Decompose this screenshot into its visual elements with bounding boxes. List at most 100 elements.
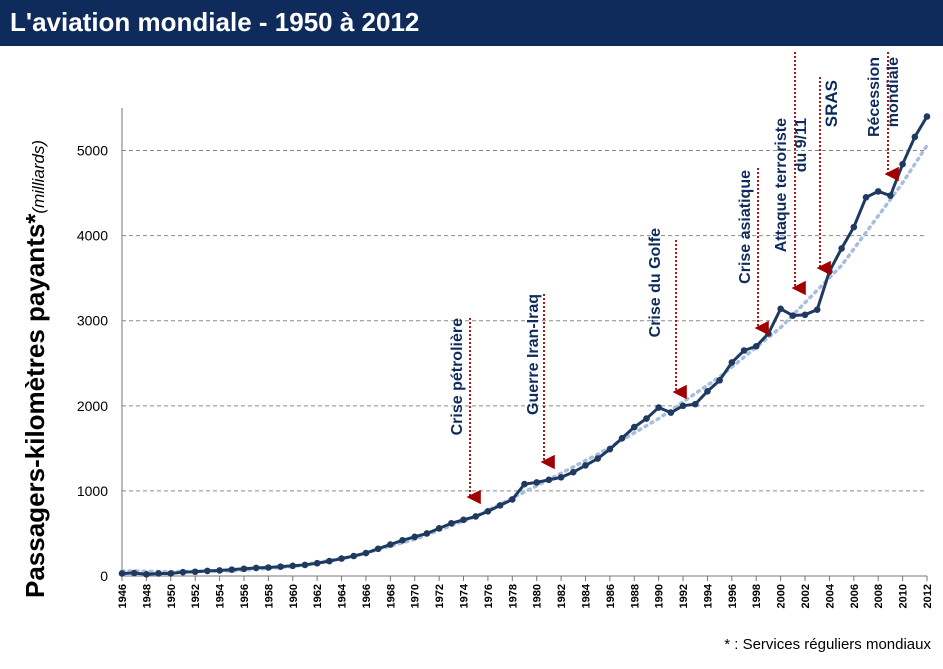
x-tick-label: 1986 xyxy=(605,584,617,608)
annotation-label: mondiale xyxy=(885,57,902,127)
x-tick-label: 1946 xyxy=(117,584,129,608)
data-point xyxy=(411,533,419,541)
data-point xyxy=(472,513,480,520)
data-point xyxy=(399,536,406,544)
x-tick-label: 1994 xyxy=(702,583,714,608)
data-point xyxy=(362,549,370,557)
x-tick-label: 2012 xyxy=(922,584,934,608)
data-point xyxy=(350,552,358,560)
x-tick-label: 1950 xyxy=(166,584,178,608)
y-tick-label: 1000 xyxy=(77,483,108,499)
data-point xyxy=(338,555,345,562)
data-point xyxy=(704,388,711,395)
annotation-label: Récession xyxy=(866,57,883,137)
data-point xyxy=(789,312,797,319)
x-tick-label: 1958 xyxy=(263,584,275,608)
data-point xyxy=(655,404,662,411)
data-point xyxy=(313,559,321,567)
x-tick-label: 1970 xyxy=(410,584,422,608)
data-point xyxy=(496,502,504,509)
y-tick-label: 4000 xyxy=(77,228,108,244)
footnote: * : Services réguliers mondiaux xyxy=(724,636,931,653)
x-tick-label: 2010 xyxy=(898,584,910,608)
data-point xyxy=(606,445,614,453)
data-point xyxy=(252,564,260,572)
x-tick-label: 1948 xyxy=(141,584,153,608)
x-tick-label: 1998 xyxy=(751,584,763,608)
data-point xyxy=(387,541,394,548)
data-point xyxy=(667,409,675,416)
data-point xyxy=(801,311,809,319)
data-point xyxy=(228,566,236,573)
annotation-label: Guerre Iran-Iraq xyxy=(525,294,542,415)
data-point xyxy=(484,508,492,515)
annotation-label: Crise pétrolière xyxy=(449,318,466,435)
x-tick-label: 1980 xyxy=(532,584,544,608)
x-tick-label: 1966 xyxy=(361,584,373,608)
x-tick-label: 1978 xyxy=(507,584,519,608)
x-tick-label: 1960 xyxy=(288,584,300,608)
page-title: L'aviation mondiale - 1950 à 2012 xyxy=(10,7,420,37)
x-tick-label: 2006 xyxy=(849,584,861,608)
y-tick-label: 2000 xyxy=(77,398,108,414)
data-point xyxy=(887,192,894,199)
y-axis-unit: (milliards) xyxy=(29,140,48,214)
data-point xyxy=(594,455,601,462)
data-point xyxy=(167,570,175,577)
data-point xyxy=(728,359,736,366)
data-point xyxy=(521,480,528,488)
data-point xyxy=(752,342,760,350)
x-tick-label: 1968 xyxy=(385,584,397,608)
data-point xyxy=(618,434,626,442)
data-point xyxy=(265,564,272,571)
x-tick-label: 1974 xyxy=(459,583,471,608)
data-point xyxy=(326,557,333,565)
data-point xyxy=(557,473,565,481)
y-tick-label: 5000 xyxy=(77,143,108,159)
data-point xyxy=(679,402,687,410)
x-tick-label: 1956 xyxy=(239,584,251,608)
data-point xyxy=(143,570,150,578)
x-tick-label: 1964 xyxy=(337,583,349,608)
data-point xyxy=(509,496,516,503)
data-point xyxy=(826,268,833,275)
annotation-label: du 9/11 xyxy=(793,118,810,172)
data-point xyxy=(277,563,284,570)
data-point xyxy=(191,568,199,576)
data-point xyxy=(813,306,821,313)
y-tick-label: 0 xyxy=(100,568,108,584)
data-point xyxy=(777,305,784,313)
data-point xyxy=(301,561,309,569)
x-tick-label: 1996 xyxy=(727,584,739,608)
annotation-label: Crise du Golfe xyxy=(647,228,664,337)
data-point xyxy=(691,400,699,408)
data-point xyxy=(923,113,931,120)
data-point xyxy=(874,188,882,195)
x-tick-label: 1976 xyxy=(483,584,495,608)
data-point xyxy=(240,565,248,573)
data-point xyxy=(460,516,467,524)
data-point xyxy=(289,562,297,570)
annotation-label: Attaque terroriste xyxy=(773,118,790,252)
data-point xyxy=(216,567,223,574)
annotation-label: Crise asiatique xyxy=(737,170,754,284)
x-tick-label: 2002 xyxy=(800,584,812,608)
x-tick-label: 2004 xyxy=(824,583,836,608)
data-point xyxy=(533,479,540,486)
data-point xyxy=(582,462,589,469)
data-point xyxy=(862,194,870,201)
data-point xyxy=(740,347,748,354)
x-tick-label: 1982 xyxy=(556,584,568,608)
x-tick-label: 1962 xyxy=(312,584,324,608)
x-tick-label: 1988 xyxy=(629,584,641,608)
y-tick-label: 3000 xyxy=(77,313,108,329)
data-point xyxy=(838,245,845,252)
x-tick-label: 1992 xyxy=(678,584,690,608)
data-point xyxy=(448,519,455,527)
x-tick-label: 1972 xyxy=(434,584,446,608)
data-point xyxy=(374,545,382,553)
data-point xyxy=(118,570,126,577)
x-tick-label: 1952 xyxy=(190,584,202,608)
x-tick-label: 1984 xyxy=(580,583,592,608)
